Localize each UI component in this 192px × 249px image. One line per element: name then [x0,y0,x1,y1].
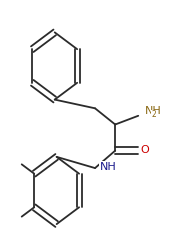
Text: NH: NH [145,106,162,116]
Text: 2: 2 [151,110,156,119]
Text: O: O [141,145,149,155]
Text: NH: NH [100,162,117,172]
